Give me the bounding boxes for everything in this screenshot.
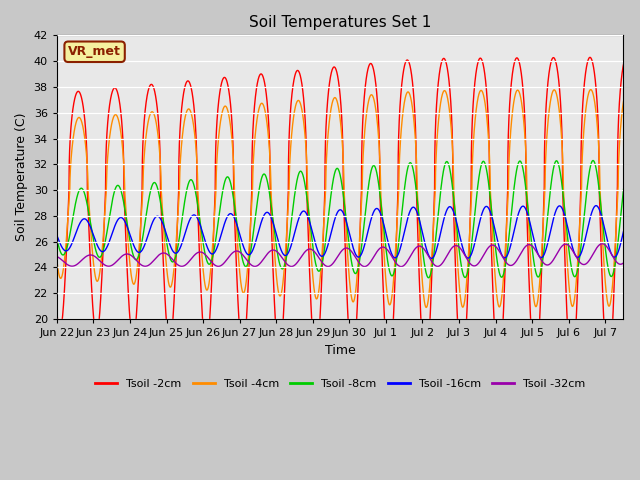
- Tsoil -4cm: [481, 100, 489, 106]
- Tsoil -4cm: [120, 154, 127, 160]
- Tsoil -4cm: [269, 220, 276, 226]
- Tsoil -8cm: [220, 184, 227, 190]
- Tsoil -8cm: [269, 215, 276, 221]
- Line: Tsoil -4cm: Tsoil -4cm: [57, 90, 623, 307]
- Tsoil -4cm: [587, 87, 595, 93]
- Legend: Tsoil -2cm, Tsoil -4cm, Tsoil -8cm, Tsoil -16cm, Tsoil -32cm: Tsoil -2cm, Tsoil -4cm, Tsoil -8cm, Tsoi…: [91, 374, 589, 393]
- Tsoil -4cm: [220, 105, 227, 111]
- Line: Tsoil -32cm: Tsoil -32cm: [57, 244, 623, 266]
- Y-axis label: Soil Temperature (C): Soil Temperature (C): [15, 113, 28, 241]
- Tsoil -4cm: [620, 98, 627, 104]
- Tsoil -32cm: [120, 252, 127, 258]
- Tsoil -16cm: [532, 246, 540, 252]
- Text: VR_met: VR_met: [68, 45, 121, 58]
- Tsoil -16cm: [220, 224, 227, 229]
- Tsoil -8cm: [589, 157, 597, 163]
- Tsoil -8cm: [425, 275, 433, 281]
- Tsoil -16cm: [518, 204, 526, 209]
- Tsoil -2cm: [120, 147, 127, 153]
- Tsoil -8cm: [481, 161, 489, 167]
- Tsoil -4cm: [518, 104, 526, 110]
- Title: Soil Temperatures Set 1: Soil Temperatures Set 1: [249, 15, 431, 30]
- Tsoil -16cm: [269, 219, 276, 225]
- Tsoil -32cm: [220, 261, 227, 266]
- Line: Tsoil -16cm: Tsoil -16cm: [57, 205, 623, 258]
- Tsoil -16cm: [481, 204, 489, 210]
- Tsoil -2cm: [269, 261, 276, 266]
- Tsoil -2cm: [620, 61, 627, 67]
- Tsoil -2cm: [518, 78, 526, 84]
- Tsoil -4cm: [422, 304, 430, 310]
- Tsoil -2cm: [53, 309, 61, 314]
- Tsoil -32cm: [598, 241, 606, 247]
- Tsoil -32cm: [518, 248, 526, 254]
- Tsoil -2cm: [422, 372, 429, 377]
- Tsoil -32cm: [532, 249, 540, 254]
- Tsoil -16cm: [120, 216, 127, 222]
- Tsoil -4cm: [532, 304, 540, 310]
- Tsoil -8cm: [518, 163, 526, 168]
- Tsoil -32cm: [53, 254, 61, 260]
- Tsoil -16cm: [592, 203, 600, 208]
- Tsoil -2cm: [586, 55, 594, 60]
- Line: Tsoil -2cm: Tsoil -2cm: [57, 58, 623, 374]
- Tsoil -8cm: [620, 187, 627, 192]
- Tsoil -2cm: [481, 73, 489, 79]
- Tsoil -32cm: [620, 260, 627, 266]
- Tsoil -2cm: [220, 75, 227, 81]
- Tsoil -2cm: [532, 368, 540, 373]
- Line: Tsoil -8cm: Tsoil -8cm: [57, 160, 623, 278]
- Tsoil -16cm: [53, 232, 61, 238]
- Tsoil -32cm: [481, 250, 489, 255]
- Tsoil -32cm: [397, 264, 405, 269]
- Tsoil -8cm: [120, 198, 127, 204]
- Tsoil -4cm: [53, 257, 61, 263]
- Tsoil -8cm: [53, 236, 61, 241]
- Tsoil -8cm: [532, 271, 540, 276]
- Tsoil -16cm: [428, 255, 435, 261]
- Tsoil -16cm: [620, 228, 627, 234]
- Tsoil -32cm: [269, 247, 276, 253]
- X-axis label: Time: Time: [324, 344, 356, 357]
